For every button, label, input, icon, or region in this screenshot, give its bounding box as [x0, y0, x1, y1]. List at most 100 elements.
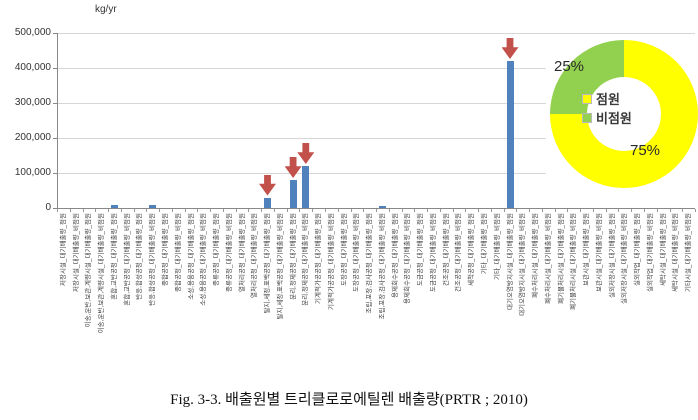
x-axis-label: 용제회수공정_대기배출량_점원 [391, 213, 399, 298]
x-axis-label: 도금공정_대기배출량_비점원 [429, 213, 437, 292]
legend-label-nonpoint: 비점원 [596, 111, 632, 126]
x-tick [95, 209, 97, 212]
x-tick [159, 209, 161, 212]
x-axis-label: 열처리공정_대기배출량_점원 [238, 213, 246, 292]
x-axis-label: 증류공정_대기배출량_점원 [213, 213, 220, 287]
x-tick [529, 209, 531, 212]
x-axis-label: 보관시설_대기배출량_점원 [583, 213, 590, 287]
bar [289, 180, 297, 208]
legend-label-point: 점원 [596, 92, 620, 107]
red-down-arrow-icon [501, 38, 519, 59]
legend-row-point: 점원 [582, 89, 672, 108]
x-tick [363, 209, 365, 212]
x-axis-label: 탈지,세정,표백공정_대기배출량_점원 [264, 213, 271, 314]
x-tick [325, 209, 326, 212]
x-tick [644, 209, 645, 212]
x-tick [695, 209, 696, 212]
x-tick [184, 209, 186, 212]
donut-hole [587, 77, 661, 151]
x-tick [108, 209, 109, 212]
x-axis-label: 증류공정_대기배출량_비점원 [225, 213, 233, 292]
x-axis-label: 이송,운반,보관,계량시설_대기배출량_점원 [85, 213, 93, 328]
x-axis-label: 폐수처리시설_대기배출량_비점원 [544, 213, 552, 304]
bar [264, 197, 271, 208]
x-axis-label: 건조공정_대기배출량_점원 [442, 213, 450, 287]
x-tick [656, 209, 658, 212]
pie-value-label-nonpoint: 25% [554, 58, 585, 75]
bar [506, 61, 514, 208]
x-axis-label: 도금공정_대기배출량_점원 [417, 213, 425, 287]
y-axis-title: kg/yr [95, 4, 117, 15]
x-axis-label: 탈지,세정,표백공정_대기배출량_비점원 [276, 213, 284, 320]
y-tick [53, 33, 57, 34]
y-tick-label: 200,000 [14, 132, 51, 143]
y-tick-label: 100,000 [14, 167, 51, 178]
x-axis-label: 이송,운반,보관,계량시설_대기배출량_비점원 [98, 213, 106, 334]
x-axis-label: 기계적가공공정_대기배출량_비점원 [327, 213, 335, 310]
y-tick [53, 103, 57, 104]
x-tick [350, 209, 352, 212]
x-axis-label: 열처리공정_대기배출량_비점원 [251, 213, 259, 298]
x-axis-label: 도장공정_대기배출량_점원 [340, 213, 348, 287]
x-tick [376, 209, 377, 212]
x-tick [516, 209, 518, 212]
x-tick [337, 209, 339, 212]
x-tick [69, 209, 71, 212]
x-axis-label: 실외저장시설_대기배출량_점원 [608, 213, 616, 298]
bar [378, 206, 386, 209]
x-axis-label: 기타_대기배출량_비점원 [493, 213, 501, 281]
x-axis-label: 실외저장시설_대기배출량_비점원 [621, 213, 629, 304]
red-down-arrow-icon [284, 157, 302, 178]
x-tick [465, 209, 467, 212]
x-tick [312, 209, 314, 212]
x-axis-label: 반응,합성공정_대기배출량_점원 [136, 213, 144, 300]
y-tick [53, 138, 57, 139]
x-axis-label: 폐기물처리시설_대기배출량_비점원 [570, 213, 578, 310]
x-axis-label: 실외작업_대기배출량_비점원 [646, 213, 654, 292]
x-axis-label: 폐수처리시설_대기배출량_점원 [532, 213, 539, 298]
gridline [57, 68, 695, 69]
x-axis-label: 대기오염방지시설_대기배출량_비점원 [519, 213, 527, 316]
x-tick [682, 209, 684, 212]
x-axis-label: 조립,포장,검사공정_대기배출량_점원 [366, 213, 374, 314]
x-axis-label: 반응,합성공정_대기배출량_비점원 [149, 213, 157, 306]
x-axis-label: 조립,포장,검사공정_대기배출량_비점원 [378, 213, 386, 320]
gridline [57, 173, 695, 174]
x-tick [452, 209, 454, 212]
red-down-arrow-icon [259, 174, 276, 196]
bar [110, 205, 118, 208]
x-tick [261, 209, 263, 212]
donut-chart-inset: 25% 75% 점원 비점원 [546, 34, 698, 202]
x-axis-label: 소성,용융공정_대기배출량_점원 [187, 213, 195, 300]
x-axis-label: 혼합,교반공정_대기배출량_비점원 [123, 213, 131, 306]
figure-caption: Fig. 3-3. 배출원별 트리클로로에틸렌 배출량(PRTR ; 2010) [170, 392, 528, 408]
x-tick [273, 209, 275, 212]
x-tick [414, 209, 416, 212]
x-tick [592, 209, 594, 212]
bar-chart: kg/yr 0 100,000 200,000 300,000 400,000 500,0… [14, 4, 698, 334]
x-axis-label: 세탁시설_대기배출량_점원 [659, 213, 667, 287]
x-tick [401, 209, 403, 212]
x-tick [248, 209, 250, 212]
nonpoint-source-swatch-icon [582, 112, 592, 123]
red-down-arrow-icon [297, 143, 315, 164]
y-tick [53, 68, 57, 69]
x-tick [299, 209, 301, 212]
y-tick-label: 0 [45, 202, 51, 213]
x-axis-label: 기타_대기배출량_점원 [481, 213, 488, 275]
x-axis-label: 분리,정제공정_대기배출량_점원 [289, 213, 297, 300]
x-tick [171, 209, 173, 212]
x-tick [669, 209, 671, 212]
x-tick [541, 209, 543, 212]
y-tick-label: 500,000 [14, 27, 51, 38]
x-tick [146, 209, 148, 212]
x-tick [490, 209, 492, 212]
y-tick [53, 173, 57, 174]
x-axis-label: 중합공정_대기배출량_점원 [162, 213, 169, 287]
x-axis-label: 기타시설_대기배출량_비점원 [685, 213, 693, 292]
x-tick [478, 209, 480, 212]
x-axis-label: 세탁시설_대기배출량_비점원 [672, 213, 680, 292]
x-tick [286, 209, 288, 212]
x-tick [631, 209, 633, 212]
x-tick [567, 209, 569, 212]
